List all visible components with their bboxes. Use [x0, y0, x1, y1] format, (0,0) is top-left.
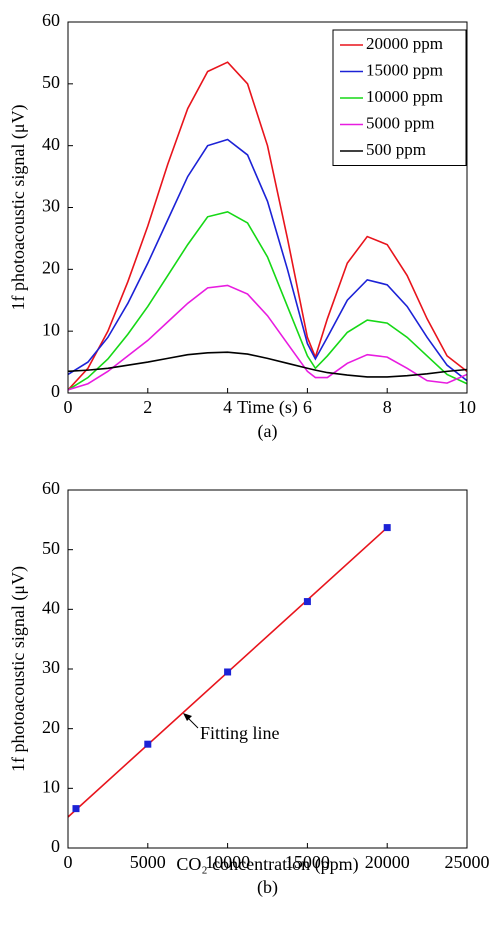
series-line [67, 284, 468, 391]
x-tick-label: 10000 [205, 852, 250, 872]
x-tick-label: 0 [64, 852, 73, 872]
x-tick-label: 6 [303, 397, 312, 417]
y-tick-label: 50 [42, 538, 60, 558]
y-tick-label: 50 [42, 72, 60, 92]
series-line [67, 138, 468, 382]
y-tick-label: 20 [42, 257, 60, 277]
x-axis-label: Time (s) [237, 397, 298, 418]
x-tick-label: 25000 [445, 852, 490, 872]
x-tick-label: 0 [64, 397, 73, 417]
y-tick-label: 10 [42, 776, 60, 796]
data-point [303, 598, 311, 606]
y-tick-label: 30 [42, 657, 60, 677]
data-point [224, 668, 232, 676]
legend-label: 5000 ppm [366, 113, 434, 132]
legend: 20000 ppm 15000 ppm 10000 ppm 5000 ppm 500 p… [332, 29, 467, 166]
x-tick-label: 4 [223, 397, 232, 417]
x-tick-label: 5000 [130, 852, 166, 872]
x-tick-label: 20000 [365, 852, 410, 872]
data-point [383, 524, 391, 532]
y-tick-label: 60 [42, 10, 60, 30]
data-point [72, 805, 80, 813]
y-axis-label: 1f photoacoustic signal (μV) [8, 566, 29, 772]
x-tick-label: 10 [458, 397, 476, 417]
x-tick-label: 2 [143, 397, 152, 417]
annotation: Fitting line [200, 723, 280, 743]
y-tick-label: 10 [42, 319, 60, 339]
series-line [67, 351, 468, 378]
x-tick-label: 15000 [285, 852, 330, 872]
series-line [67, 210, 468, 391]
x-axis-label: CO₂ concentration (ppm) [176, 854, 358, 875]
y-tick-label: 40 [42, 134, 60, 154]
series-line [67, 61, 468, 391]
annotation-arrowhead [183, 713, 192, 721]
caption: (b) [257, 877, 278, 898]
y-tick-label: 0 [51, 836, 60, 856]
legend-label: 10000 ppm [366, 87, 443, 106]
y-tick-label: 0 [51, 381, 60, 401]
data-point [144, 740, 152, 748]
y-axis-label: 1f photoacoustic signal (μV) [8, 104, 29, 310]
plot-frame [67, 21, 468, 394]
legend-label: 15000 ppm [366, 60, 443, 79]
y-tick-label: 20 [42, 717, 60, 737]
x-tick-label: 8 [383, 397, 392, 417]
y-tick-label: 40 [42, 597, 60, 617]
plot-frame [67, 489, 468, 849]
caption: (a) [258, 421, 278, 442]
y-tick-label: 60 [42, 478, 60, 498]
y-tick-label: 30 [42, 196, 60, 216]
legend-label: 500 ppm [366, 140, 426, 159]
legend-label: 20000 ppm [366, 34, 443, 53]
